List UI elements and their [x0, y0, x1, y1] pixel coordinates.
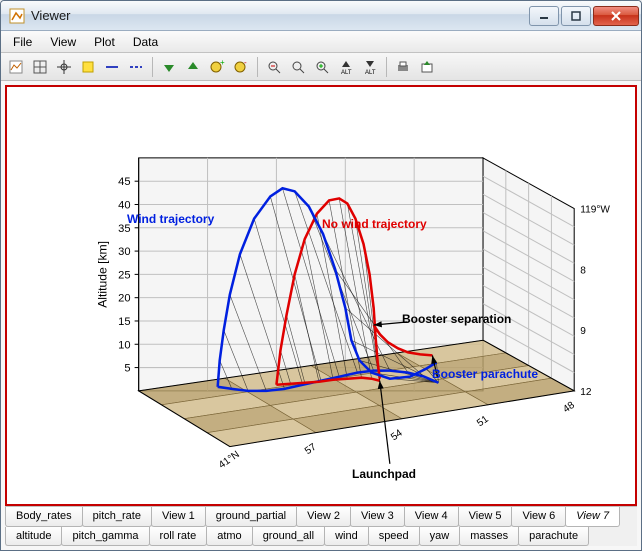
svg-text:5: 5: [124, 363, 130, 375]
toolbar-separator: [386, 57, 387, 77]
arrow-up-icon[interactable]: [182, 56, 204, 78]
svg-text:30: 30: [118, 246, 130, 258]
plot-3d: 51015202530354045Altitude [km]41°N575451…: [7, 87, 635, 506]
svg-text:-: -: [244, 59, 247, 67]
tab-view-6[interactable]: View 6: [511, 507, 566, 527]
tab-view-2[interactable]: View 2: [296, 507, 351, 527]
export-icon[interactable]: [416, 56, 438, 78]
svg-text:8: 8: [580, 265, 586, 276]
svg-text:ALT: ALT: [341, 70, 352, 75]
plot-frame[interactable]: 51015202530354045Altitude [km]41°N575451…: [5, 85, 637, 506]
tab-row-1: Body_ratespitch_rateView 1ground_partial…: [5, 507, 637, 527]
toolbar-separator: [257, 57, 258, 77]
zoom-in-icon[interactable]: [311, 56, 333, 78]
tab-pitch_rate[interactable]: pitch_rate: [82, 507, 152, 527]
svg-text:10: 10: [118, 339, 130, 351]
svg-text:ALT: ALT: [365, 70, 376, 75]
annotation-no-wind-trajectory: No wind trajectory: [322, 217, 427, 231]
titlebar: Viewer: [1, 1, 641, 31]
toolbar-separator: [152, 57, 153, 77]
svg-text:54: 54: [389, 428, 405, 444]
tab-roll-rate[interactable]: roll rate: [149, 527, 208, 547]
tab-speed[interactable]: speed: [368, 527, 420, 547]
svg-text:15: 15: [118, 316, 130, 328]
alt-down-icon[interactable]: ALT: [359, 56, 381, 78]
tab-yaw[interactable]: yaw: [419, 527, 461, 547]
tab-altitude[interactable]: altitude: [5, 527, 62, 547]
tab-atmo[interactable]: atmo: [206, 527, 252, 547]
annotation-booster-separation: Booster separation: [402, 312, 511, 326]
svg-text:48: 48: [561, 400, 577, 416]
tabs-area: Body_ratespitch_rateView 1ground_partial…: [5, 506, 637, 546]
tab-parachute[interactable]: parachute: [518, 527, 589, 547]
tab-pitch_gamma[interactable]: pitch_gamma: [61, 527, 149, 547]
line-solid-icon[interactable]: [101, 56, 123, 78]
toolbar: + - ALT ALT: [1, 53, 641, 81]
minimize-button[interactable]: [529, 6, 559, 26]
annotation-booster-parachute: Booster parachute: [432, 367, 538, 381]
print-icon[interactable]: [392, 56, 414, 78]
grid-icon[interactable]: [29, 56, 51, 78]
tab-masses[interactable]: masses: [459, 527, 519, 547]
tab-ground_partial[interactable]: ground_partial: [205, 507, 297, 527]
svg-text:9: 9: [580, 326, 586, 337]
crosshair-icon[interactable]: [53, 56, 75, 78]
menu-data[interactable]: Data: [125, 33, 166, 51]
svg-text:+: +: [220, 59, 225, 67]
arrow-down-icon[interactable]: [158, 56, 180, 78]
content-area: 51015202530354045Altitude [km]41°N575451…: [1, 81, 641, 550]
tab-ground_all[interactable]: ground_all: [252, 527, 325, 547]
highlight-icon[interactable]: [77, 56, 99, 78]
new-plot-icon[interactable]: [5, 56, 27, 78]
sphere-add-icon[interactable]: +: [206, 56, 228, 78]
window-buttons: [529, 6, 639, 26]
line-dash-icon[interactable]: [125, 56, 147, 78]
zoom-out-icon[interactable]: [263, 56, 285, 78]
menu-file[interactable]: File: [5, 33, 40, 51]
tab-view-7[interactable]: View 7: [565, 507, 620, 527]
menu-view[interactable]: View: [42, 33, 84, 51]
sphere-remove-icon[interactable]: -: [230, 56, 252, 78]
close-button[interactable]: [593, 6, 639, 26]
maximize-button[interactable]: [561, 6, 591, 26]
svg-text:51: 51: [475, 414, 491, 430]
annotation-launchpad: Launchpad: [352, 467, 416, 481]
app-icon: [9, 8, 25, 24]
svg-text:Altitude [km]: Altitude [km]: [95, 241, 109, 308]
svg-text:20: 20: [118, 293, 130, 305]
tab-wind[interactable]: wind: [324, 527, 369, 547]
window-title: Viewer: [31, 8, 529, 23]
svg-text:12: 12: [580, 387, 592, 398]
svg-text:25: 25: [118, 269, 130, 281]
svg-text:57: 57: [303, 441, 319, 457]
tab-row-2: altitudepitch_gammaroll rateatmoground_a…: [5, 527, 637, 547]
svg-text:45: 45: [118, 176, 130, 188]
tab-view-1[interactable]: View 1: [151, 507, 206, 527]
tab-view-3[interactable]: View 3: [350, 507, 405, 527]
menubar: FileViewPlotData: [1, 31, 641, 53]
annotation-wind-trajectory: Wind trajectory: [127, 212, 214, 226]
svg-text:119°W: 119°W: [580, 205, 610, 216]
svg-text:40: 40: [118, 200, 130, 212]
app-window: Viewer FileViewPlotData + - ALT ALT 5 10 15 20…: [0, 0, 642, 551]
zoom-reset-icon[interactable]: [287, 56, 309, 78]
menu-plot[interactable]: Plot: [86, 33, 123, 51]
svg-text:41°N: 41°N: [217, 449, 242, 471]
tab-view-4[interactable]: View 4: [404, 507, 459, 527]
tab-body_rates[interactable]: Body_rates: [5, 507, 83, 527]
tab-view-5[interactable]: View 5: [458, 507, 513, 527]
alt-up-icon[interactable]: ALT: [335, 56, 357, 78]
